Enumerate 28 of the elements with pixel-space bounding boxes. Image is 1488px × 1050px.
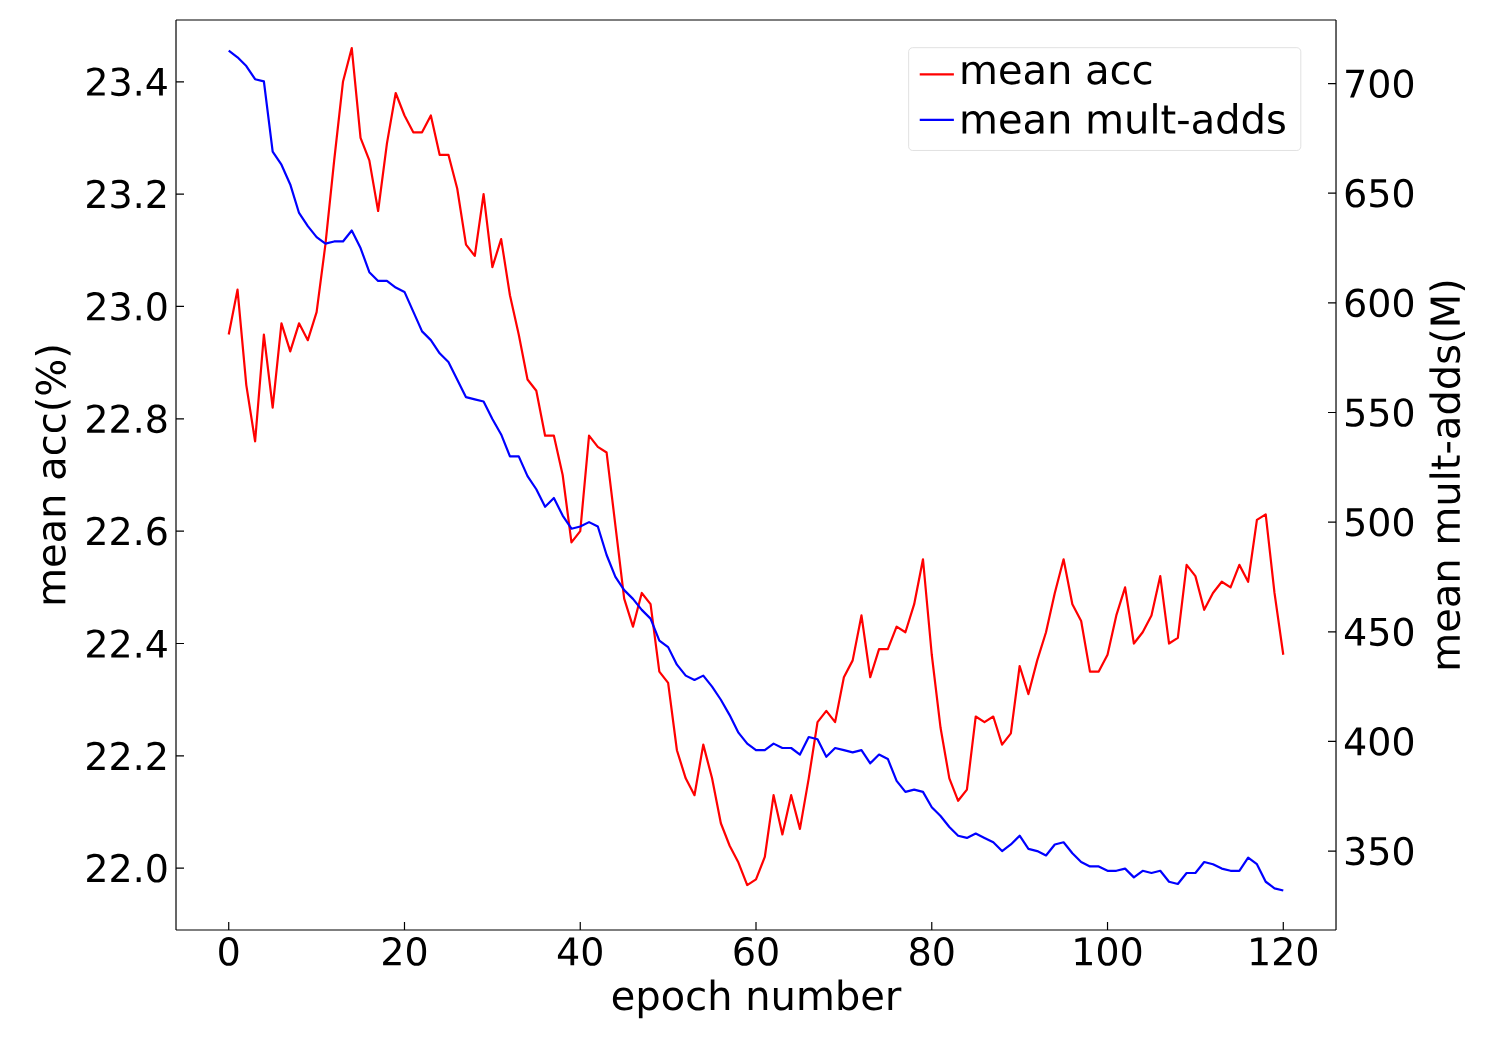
x-tick-label: 40: [557, 937, 602, 966]
y-tick-label: 23.2: [87, 179, 166, 209]
y2-tick-label: 600: [1345, 288, 1414, 318]
y-tick-label: 22.2: [87, 741, 166, 770]
legend-label: mean mult-adds: [962, 103, 1285, 135]
legend-label: mean acc: [962, 61, 1152, 85]
x-tick-label: 0: [219, 937, 239, 966]
y2-tick-label: 350: [1345, 836, 1414, 866]
y2-tick-label: 500: [1346, 507, 1414, 537]
y-tick-label: 23.0: [87, 292, 167, 321]
x-axis-title: epoch number: [612, 979, 902, 1019]
y2-axis-title: mean mult-adds(M): [1429, 281, 1465, 669]
x-tick-label: 120: [1251, 937, 1317, 966]
y2-tick-label: 450: [1344, 617, 1414, 647]
y-tick-label: 22.4: [87, 629, 167, 658]
y2-tick-label: 400: [1344, 727, 1414, 756]
x-tick-label: 100: [1075, 937, 1142, 966]
x-tick-label: 20: [383, 937, 427, 966]
y2-tick-label: 550: [1346, 398, 1414, 427]
y-tick-label: 23.4: [87, 67, 167, 97]
y-axis-title: mean acc(%): [34, 346, 71, 604]
y2-tick-label: 650: [1345, 178, 1414, 208]
y-tick-label: 22.0: [87, 853, 167, 883]
y2-tick-label: 700: [1346, 69, 1414, 98]
y-tick-label: 22.8: [87, 404, 167, 434]
y-tick-label: 22.6: [87, 516, 167, 546]
x-tick-label: 60: [734, 937, 778, 966]
x-tick-label: 80: [910, 937, 954, 966]
